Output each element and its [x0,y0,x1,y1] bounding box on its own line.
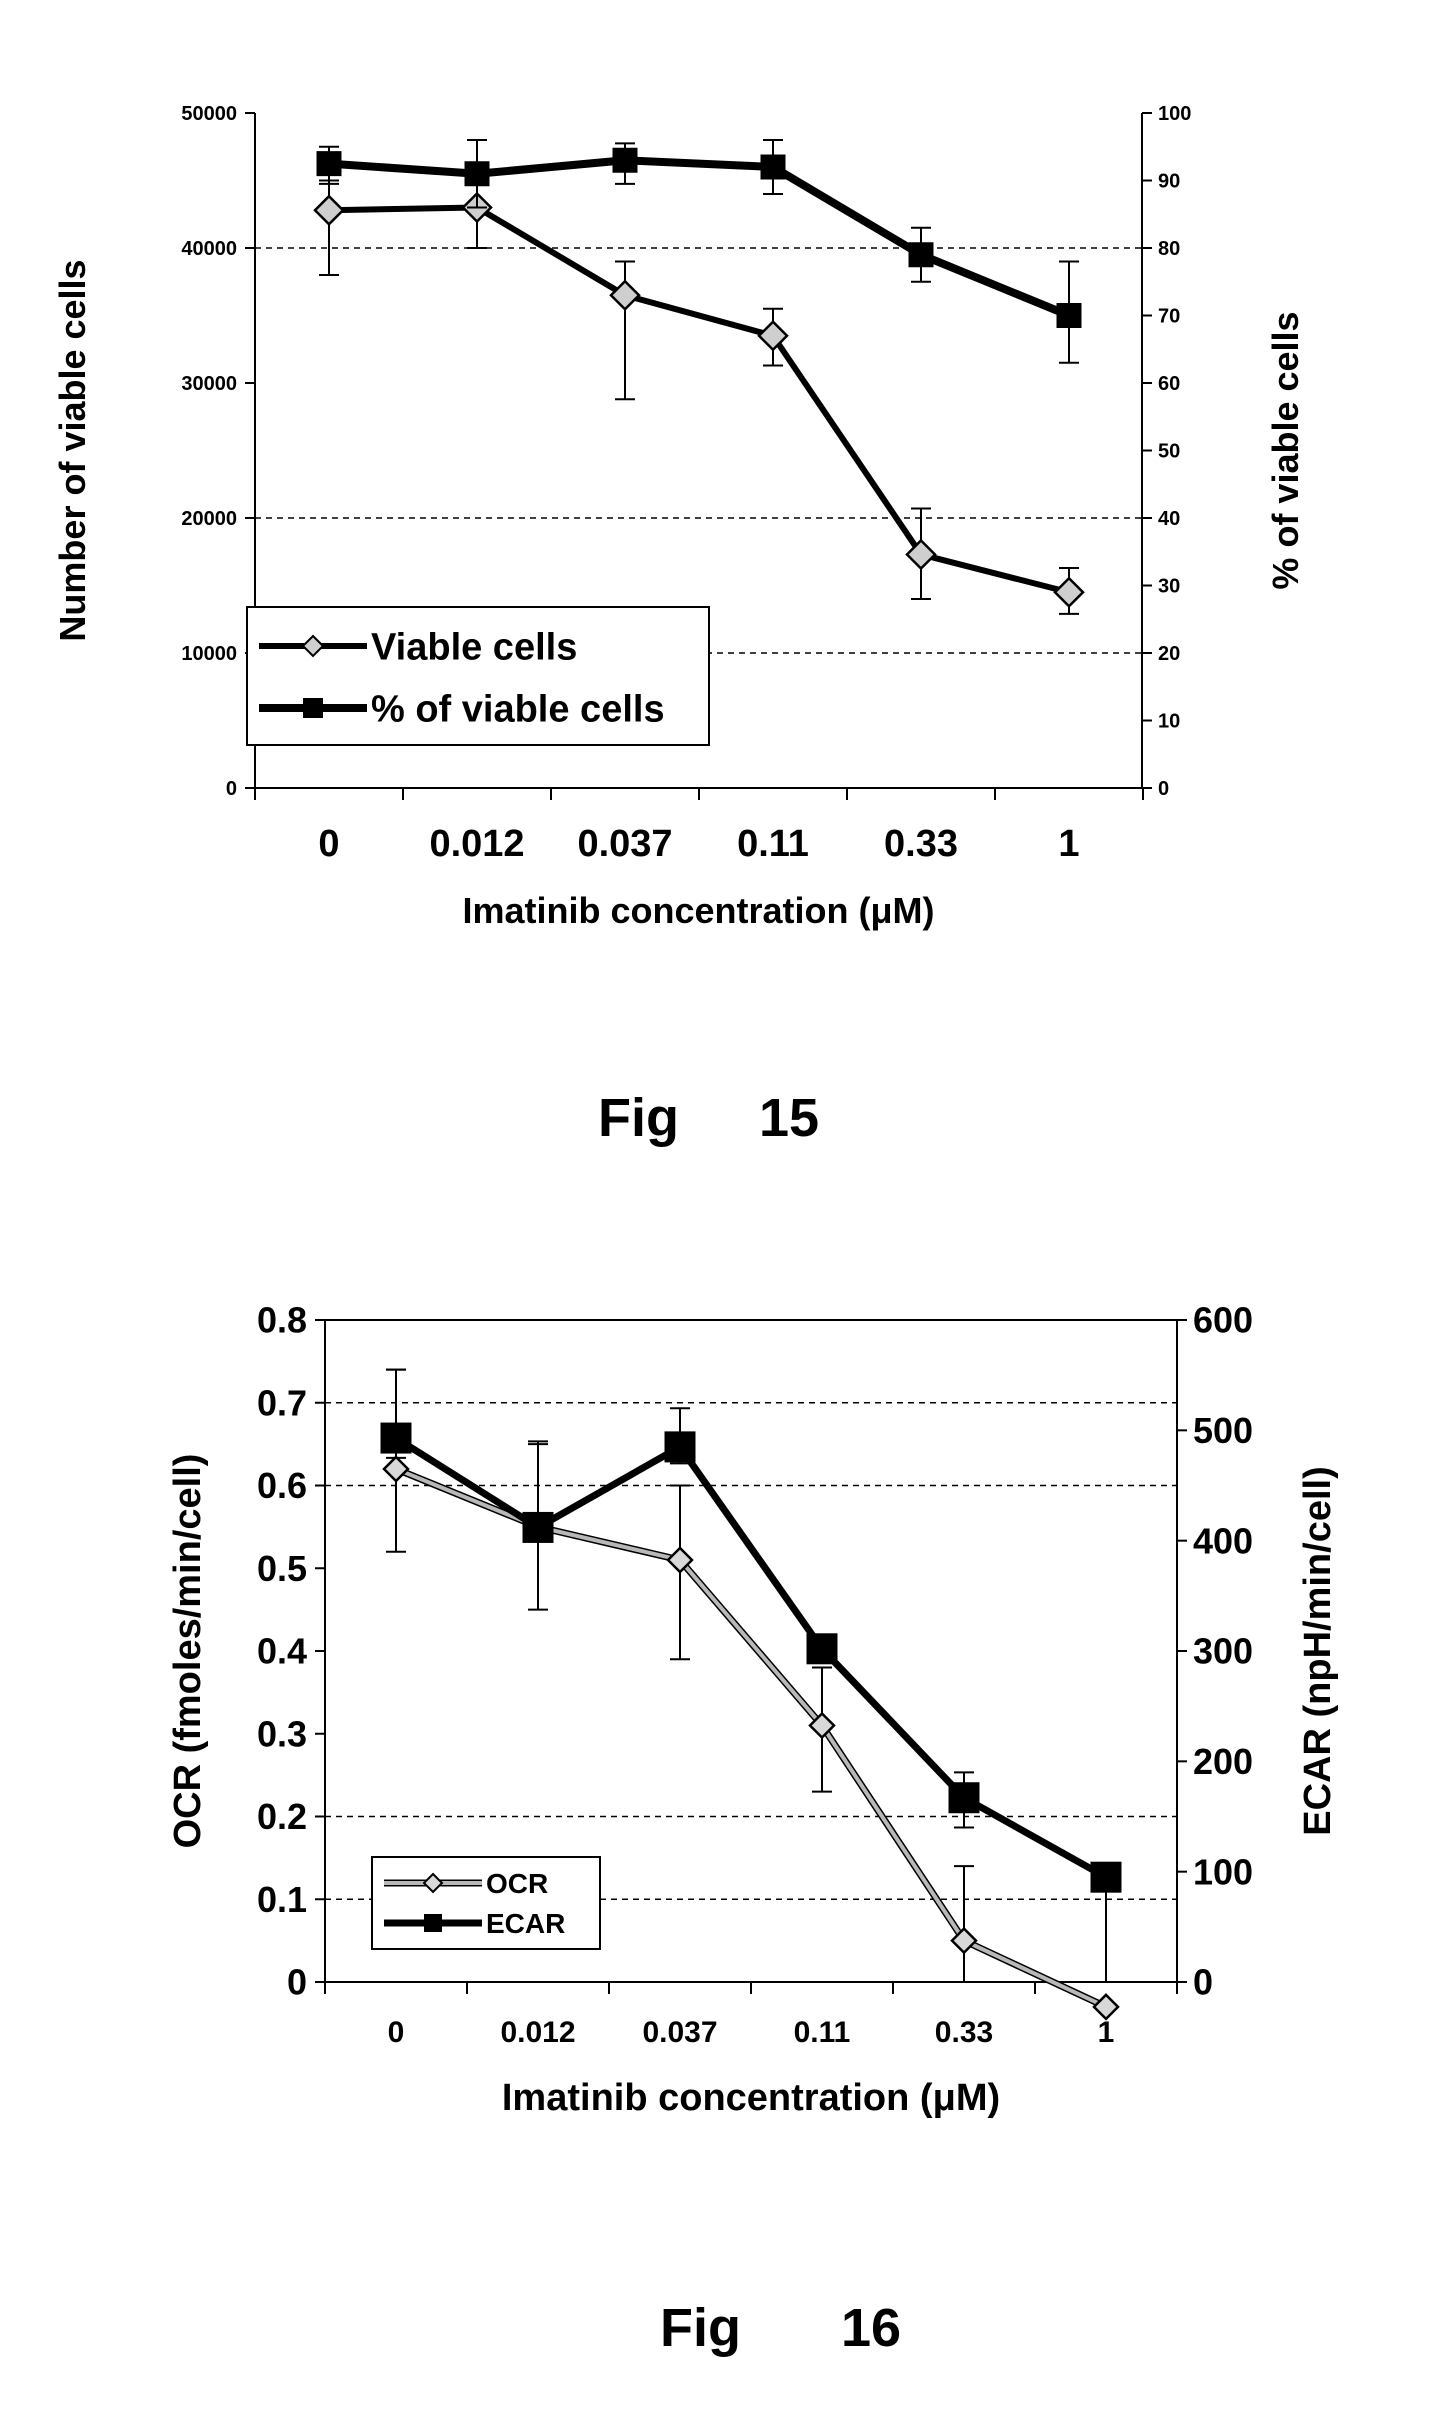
y-right-tick-label: 50 [1158,441,1180,463]
y-left-tick-label: 0.5 [257,1548,307,1589]
data-point-diamond [384,1457,408,1481]
series-diamond [315,170,1083,614]
data-point-diamond [611,281,639,309]
y-right-tick-label: 600 [1193,1300,1253,1341]
legend-marker-square [303,698,323,718]
caption-fig-15: Fig 15 [538,1025,819,1211]
data-point-square [523,1512,553,1542]
x-tick-label: 1 [1058,823,1079,865]
y-right-tick-label: 90 [1158,171,1180,193]
data-point-square [613,148,637,172]
y-right-axis-title: % of viable cells [1265,311,1306,589]
caption-fig-16-number: 16 [841,2298,901,2358]
caption-fig-15-label: Fig [598,1088,679,1148]
caption-fig-15-number: 15 [759,1088,819,1148]
y-right-tick-label: 20 [1158,643,1180,665]
x-tick-label: 0.037 [577,823,672,865]
y-right-tick-label: 300 [1193,1631,1253,1672]
y-left-tick-label: 0.3 [257,1713,307,1754]
x-axis-title: Imatinib concentration (μM) [502,2077,1000,2119]
legend-label: % of viable cells [371,689,665,731]
y-left-tick-label: 40000 [181,238,237,260]
x-tick-label: 0.11 [737,823,809,865]
x-tick-label: 0.33 [935,2016,993,2049]
y-right-tick-label: 30 [1158,576,1180,598]
y-left-tick-label: 0.7 [257,1382,307,1423]
x-tick-label: 0.11 [794,2016,851,2049]
series-line [329,208,1069,593]
y-left-axis-title: OCR (fmoles/min/cell) [167,1454,209,1849]
series-line [396,1438,1106,1877]
y-left-tick-label: 0.1 [257,1879,307,1920]
y-left-tick-label: 0 [226,778,237,800]
data-point-diamond [315,196,343,224]
y-right-tick-label: 80 [1158,238,1180,260]
x-tick-label: 0 [318,823,339,865]
y-left-axis-title: Number of viable cells [52,259,93,641]
data-point-square [317,152,341,176]
y-right-tick-label: 40 [1158,508,1180,530]
y-right-tick-label: 100 [1158,103,1191,125]
x-tick-label: 0.037 [642,2016,717,2049]
legend-label: Viable cells [371,627,577,669]
x-tick-label: 0.012 [500,2016,575,2049]
y-right-axis-title: ECAR (npH/min/cell) [1297,1466,1339,1835]
x-tick-label: 0 [388,2016,405,2049]
chart-fig-15: 0100002000030000400005000001020304050607… [0,0,1456,1000]
data-point-square [909,243,933,267]
caption-fig-16-label: Fig [660,2298,741,2358]
y-left-tick-label: 0.2 [257,1796,307,1837]
data-point-diamond [1055,578,1083,606]
y-right-tick-label: 0 [1158,778,1169,800]
y-left-tick-label: 20000 [181,508,237,530]
legend-label: ECAR [486,1908,565,1939]
y-left-tick-label: 0.4 [257,1631,307,1672]
y-right-tick-label: 0 [1193,1962,1213,2003]
y-right-tick-label: 500 [1193,1410,1253,1451]
x-tick-label: 0.012 [429,823,524,865]
data-point-square [1091,1862,1121,1892]
y-left-tick-label: 30000 [181,373,237,395]
y-right-tick-label: 60 [1158,373,1180,395]
series-square [317,140,1081,363]
data-point-square [807,1634,837,1664]
series-line [329,160,1069,315]
chart-fig-16: 0 0.1 0.2 0.3 0.4 0.5 0.6 0.7 0.8 0 100 200 300 400 50… [0,1260,1456,2260]
data-point-square [1057,304,1081,328]
data-point-square [665,1432,695,1462]
y-left-tick-label: 50000 [181,103,237,125]
y-right-tick-label: 400 [1193,1520,1253,1561]
data-point-square [381,1423,411,1453]
data-point-square [949,1783,979,1813]
y-left-tick-label: 10000 [181,643,237,665]
legend-marker-square [424,1914,442,1932]
y-right-tick-label: 200 [1193,1741,1253,1782]
y-right-tick-label: 100 [1193,1851,1253,1892]
caption-fig-16: Fig 16 [600,2235,901,2421]
x-axis-title: Imatinib concentration (μM) [462,890,934,931]
data-point-square [465,162,489,186]
y-left-tick-label: 0.6 [257,1465,307,1506]
y-left-tick-label: 0.8 [257,1300,307,1341]
legend-label: OCR [486,1868,548,1899]
y-right-tick-label: 10 [1158,711,1180,733]
x-tick-label: 1 [1098,2016,1115,2049]
x-tick-label: 0.33 [884,823,958,865]
y-right-tick-label: 70 [1158,306,1180,328]
y-left-tick-label: 0 [287,1962,307,2003]
data-point-square [761,155,785,179]
